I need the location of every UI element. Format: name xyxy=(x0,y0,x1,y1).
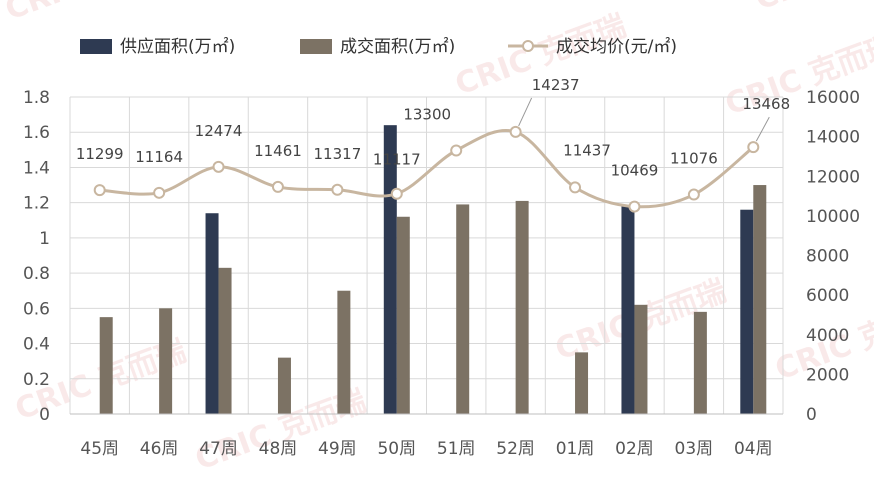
y-right-tick-label: 8000 xyxy=(806,247,849,267)
y-left-tick-label: 0.2 xyxy=(23,370,50,390)
legend-supply-label: 供应面积(万㎡) xyxy=(120,37,235,57)
price-point xyxy=(509,125,522,138)
legend-price-marker xyxy=(522,40,534,52)
price-point xyxy=(569,181,582,194)
price-data-label: 11076 xyxy=(670,150,718,168)
x-tick-label: 03周 xyxy=(675,439,714,459)
price-data-label: 13468 xyxy=(742,95,790,113)
price-data-label: 11117 xyxy=(373,151,421,169)
deal-bar xyxy=(634,304,648,414)
price-data-label: 12474 xyxy=(195,122,243,140)
deal-bar xyxy=(337,290,351,414)
y-left-tick-label: 0 xyxy=(39,405,50,425)
price-point xyxy=(687,188,700,201)
x-tick-label: 04周 xyxy=(734,439,773,459)
price-point xyxy=(271,180,284,193)
y-left-tick-label: 0.8 xyxy=(23,264,50,284)
price-point xyxy=(628,200,641,213)
line-series xyxy=(93,125,760,213)
data-labels: 11299 11164 12474 11461 11317 11117 13300 14237… xyxy=(76,76,790,180)
deal-bar xyxy=(515,200,529,414)
deal-bar xyxy=(159,308,173,414)
price-data-label: 13300 xyxy=(403,105,451,123)
y-right-tick-label: 14000 xyxy=(806,128,860,148)
watermark-text: CRIC 克而瑞 xyxy=(1,0,181,28)
y-right-tick-label: 12000 xyxy=(806,167,860,187)
legend-price-label: 成交均价(元/㎡) xyxy=(556,37,677,57)
price-data-label: 10469 xyxy=(611,162,659,180)
x-tick-label: 01周 xyxy=(556,439,595,459)
axes: 0 0.2 0.4 0.6 0.8 1 1.2 1.4 1.6 1.8 0 2000 4000 6000 8… xyxy=(23,88,860,459)
price-point xyxy=(93,184,106,197)
y-left-tick-label: 0.4 xyxy=(23,335,50,355)
x-tick-label: 47周 xyxy=(199,439,238,459)
y-left-tick-label: 1 xyxy=(39,229,50,249)
price-point xyxy=(331,183,344,196)
label-leader-line xyxy=(755,116,770,142)
supply-bar xyxy=(621,206,635,414)
deal-bar xyxy=(753,185,767,414)
supply-bar xyxy=(740,209,754,414)
x-tick-label: 50周 xyxy=(377,439,416,459)
legend-supply-swatch xyxy=(80,39,112,54)
price-data-label: 11299 xyxy=(76,145,124,163)
label-leader-line xyxy=(518,97,533,127)
x-tick-label: 02周 xyxy=(615,439,654,459)
price-point xyxy=(747,141,760,154)
x-tick-label: 51周 xyxy=(437,439,476,459)
y-right-tick-label: 4000 xyxy=(806,326,849,346)
x-tick-label: 45周 xyxy=(80,439,119,459)
y-left-tick-label: 0.6 xyxy=(23,299,50,319)
y-right-tick-label: 6000 xyxy=(806,286,849,306)
legend-deal-swatch xyxy=(300,39,332,54)
y-right-tick-label: 16000 xyxy=(806,88,860,108)
legend: 供应面积(万㎡) 成交面积(万㎡) 成交均价(元/㎡) xyxy=(80,37,677,57)
price-point xyxy=(212,160,225,173)
legend-deal-label: 成交面积(万㎡) xyxy=(340,37,455,57)
supply-bar xyxy=(205,213,219,414)
price-data-label: 14237 xyxy=(532,76,580,94)
bar-series xyxy=(99,125,767,414)
y-left-tick-label: 1.8 xyxy=(23,88,50,108)
y-left-tick-label: 1.2 xyxy=(23,194,50,214)
deal-bar xyxy=(218,267,232,414)
deal-bar xyxy=(396,216,410,414)
price-data-label: 11164 xyxy=(135,148,183,166)
y-right-tick-label: 2000 xyxy=(806,365,849,385)
y-left-tick-label: 1.4 xyxy=(23,158,50,178)
y-right-tick-label: 0 xyxy=(806,405,817,425)
x-tick-label: 49周 xyxy=(318,439,357,459)
y-right-tick-label: 10000 xyxy=(806,207,860,227)
deal-bar xyxy=(693,311,707,414)
price-data-label: 11437 xyxy=(563,141,611,159)
deal-bar xyxy=(575,352,589,414)
deal-bar xyxy=(99,317,113,414)
x-tick-label: 46周 xyxy=(140,439,179,459)
price-point xyxy=(153,186,166,199)
price-data-label: 11317 xyxy=(314,145,362,163)
price-point xyxy=(450,144,463,157)
y-left-tick-label: 1.6 xyxy=(23,123,50,143)
watermark-text: CRIC 克而瑞 xyxy=(751,0,874,18)
x-tick-label: 48周 xyxy=(259,439,298,459)
price-point xyxy=(390,187,403,200)
x-tick-label: 52周 xyxy=(496,439,535,459)
deal-bar xyxy=(277,357,291,414)
price-data-label: 11461 xyxy=(254,142,302,160)
deal-bar xyxy=(456,204,470,414)
